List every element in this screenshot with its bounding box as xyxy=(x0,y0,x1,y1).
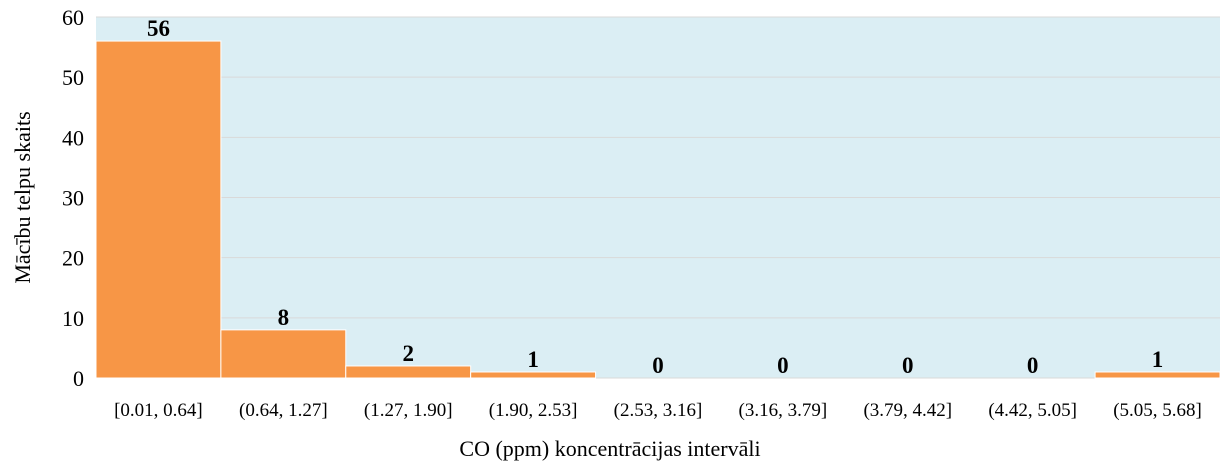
x-category-label: (3.16, 3.79] xyxy=(739,400,828,421)
y-axis-title: Mācību telpu skaits xyxy=(10,111,35,283)
x-category-label: (0.64, 1.27] xyxy=(239,400,328,421)
bar-value-label: 0 xyxy=(902,353,914,378)
y-tick-label: 30 xyxy=(62,186,84,211)
y-tick-label: 10 xyxy=(62,306,84,331)
bar xyxy=(1094,371,1220,379)
bar-value-label: 0 xyxy=(1027,353,1039,378)
bar-value-label: 8 xyxy=(278,305,290,330)
x-category-label: (2.53, 3.16] xyxy=(614,400,703,421)
y-tick-label: 0 xyxy=(73,366,84,391)
x-category-label: (5.05, 5.68] xyxy=(1113,400,1202,421)
bar xyxy=(95,40,222,379)
bar-value-label: 0 xyxy=(652,353,664,378)
bar xyxy=(220,329,347,379)
y-tick-label: 60 xyxy=(62,5,84,30)
x-category-label: [0.01, 0.64] xyxy=(114,400,203,421)
x-category-label: (1.90, 2.53] xyxy=(489,400,578,421)
bar-value-label: 56 xyxy=(147,16,170,41)
y-tick-label: 20 xyxy=(62,246,84,271)
x-category-label: (3.79, 4.42] xyxy=(863,400,952,421)
bar-value-label: 1 xyxy=(527,347,539,372)
bar-value-label: 2 xyxy=(402,341,414,366)
bar xyxy=(345,365,472,379)
y-tick-label: 50 xyxy=(62,65,84,90)
data-labels: 56 8 2 1 0 0 0 0 1 xyxy=(147,16,1163,378)
bar-value-label: 1 xyxy=(1152,347,1164,372)
bar xyxy=(470,371,597,379)
x-axis-title: CO (ppm) koncentrācijas intervāli xyxy=(459,436,760,461)
y-axis-ticks: 0 10 20 30 40 50 60 xyxy=(62,5,84,391)
y-tick-label: 40 xyxy=(62,125,84,150)
x-axis-categories: [0.01, 0.64] (0.64, 1.27] (1.27, 1.90] (1.9… xyxy=(114,400,1202,421)
x-category-label: (1.27, 1.90] xyxy=(364,400,453,421)
x-category-label: (4.42, 5.05] xyxy=(988,400,1077,421)
bars xyxy=(95,40,1220,379)
bar-value-label: 0 xyxy=(777,353,789,378)
